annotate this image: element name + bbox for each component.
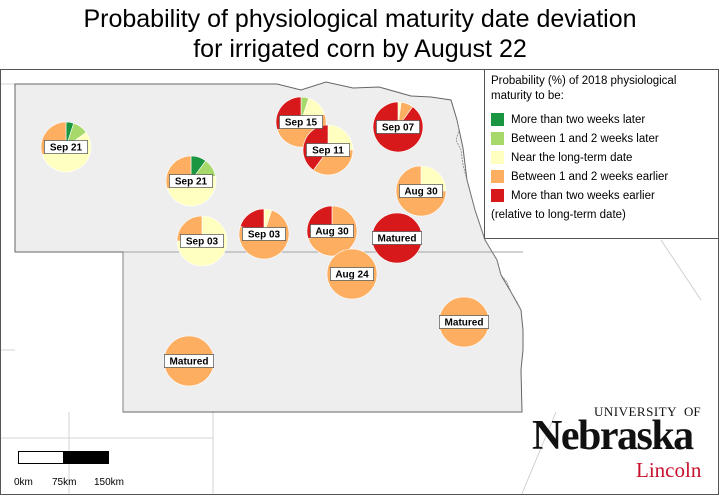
site-label-box	[371, 231, 422, 245]
site-label-text: Sep 11	[312, 146, 344, 157]
site-label-text: Sep 03	[186, 237, 219, 248]
map-title: Probability of physiological maturity da…	[0, 4, 720, 64]
site-label: Aug 30	[310, 224, 354, 238]
legend-label: More than two weeks later	[511, 113, 646, 126]
site-label-text: Sep 07	[382, 123, 415, 134]
nebraska-map: Sep 21 Sep 21 Sep 15 Sep 11 Sep 07 Sep 03 Sep …	[1, 70, 718, 494]
scale-label-0: 0km	[14, 477, 33, 488]
scale-bar-white-segment	[18, 451, 64, 464]
site-label: Matured	[164, 354, 215, 368]
site-label-box	[376, 120, 420, 134]
site-label-box	[169, 174, 213, 188]
site-label-box	[399, 184, 443, 198]
legend-label: More than two weeks earlier	[511, 189, 655, 202]
legend-swatch	[491, 113, 504, 126]
unl-logo: UNIVERSITY OF Nebraska Lincoln	[532, 404, 712, 490]
site-label-text: Matured	[445, 318, 484, 329]
site-label-box	[306, 143, 350, 157]
site-label: Sep 21	[169, 174, 213, 188]
site-label: Aug 30	[399, 184, 443, 198]
site-label: Aug 24	[330, 267, 374, 281]
pie-slice	[395, 165, 447, 217]
site-label-box	[330, 267, 374, 281]
site-label-box	[180, 234, 224, 248]
logo-nebraska: Nebraska	[532, 413, 694, 459]
site-label-text: Sep 03	[248, 230, 281, 241]
site-label-text: Sep 21	[50, 143, 83, 154]
logo-university: UNIVERSITY	[594, 404, 677, 419]
site-label-text: Sep 15	[285, 118, 318, 129]
legend-note: (relative to long-term date)	[491, 209, 626, 221]
site-label: Sep 11	[306, 143, 350, 157]
site-label: Matured	[438, 315, 489, 329]
site-label: Sep 15	[279, 115, 323, 129]
site-label-text: Matured	[378, 234, 417, 245]
legend-item: More than two weeks earlier	[491, 186, 712, 205]
pie-slice	[176, 215, 228, 267]
site-label-box	[310, 224, 354, 238]
legend-label: Between 1 and 2 weeks later	[511, 132, 659, 145]
site-label: Sep 21	[44, 140, 88, 154]
logo-lincoln: Lincoln	[636, 458, 702, 482]
site-label-text: Aug 30	[404, 187, 438, 198]
scale-label-150: 150km	[94, 477, 125, 488]
site-label-box	[279, 115, 323, 129]
legend-title: Probability (%) of 2018 physiological ma…	[491, 75, 677, 102]
pie-label-layer: Sep 21 Sep 21 Sep 15 Sep 11 Sep 07 Sep 03 Sep …	[44, 115, 489, 368]
legend: Probability (%) of 2018 physiological ma…	[484, 69, 719, 239]
legend-item: Near the long-term date	[491, 148, 712, 167]
site-label-text: Sep 21	[175, 177, 208, 188]
site-label: Sep 03	[242, 227, 286, 241]
scale-bar-black-segment	[63, 451, 109, 464]
legend-item: More than two weeks later	[491, 110, 712, 129]
logo-of: OF	[684, 404, 701, 419]
legend-item: Between 1 and 2 weeks earlier	[491, 167, 712, 186]
site-label-text: Aug 30	[315, 227, 349, 238]
legend-label: Between 1 and 2 weeks earlier	[511, 170, 669, 183]
site-label-box	[164, 354, 215, 368]
scale-bar: 0km 75km 150km	[14, 451, 188, 491]
map-title-line1: Probability of physiological maturity da…	[83, 5, 637, 33]
site-label: Sep 03	[180, 234, 224, 248]
map-title-line2: for irrigated corn by August 22	[193, 35, 527, 63]
site-label-box	[438, 315, 489, 329]
legend-swatch	[491, 189, 504, 202]
site-label: Sep 07	[376, 120, 420, 134]
legend-item: Between 1 and 2 weeks later	[491, 129, 712, 148]
legend-label: Near the long-term date	[511, 151, 633, 164]
site-label-box	[242, 227, 286, 241]
site-label-text: Aug 24	[335, 270, 369, 281]
scale-label-75: 75km	[52, 477, 77, 488]
site-label: Matured	[371, 231, 422, 245]
legend-swatch	[491, 132, 504, 145]
site-label-box	[44, 140, 88, 154]
legend-swatch	[491, 170, 504, 183]
site-label-text: Matured	[170, 357, 209, 368]
missouri-river-border	[455, 119, 522, 311]
legend-swatch	[491, 151, 504, 164]
